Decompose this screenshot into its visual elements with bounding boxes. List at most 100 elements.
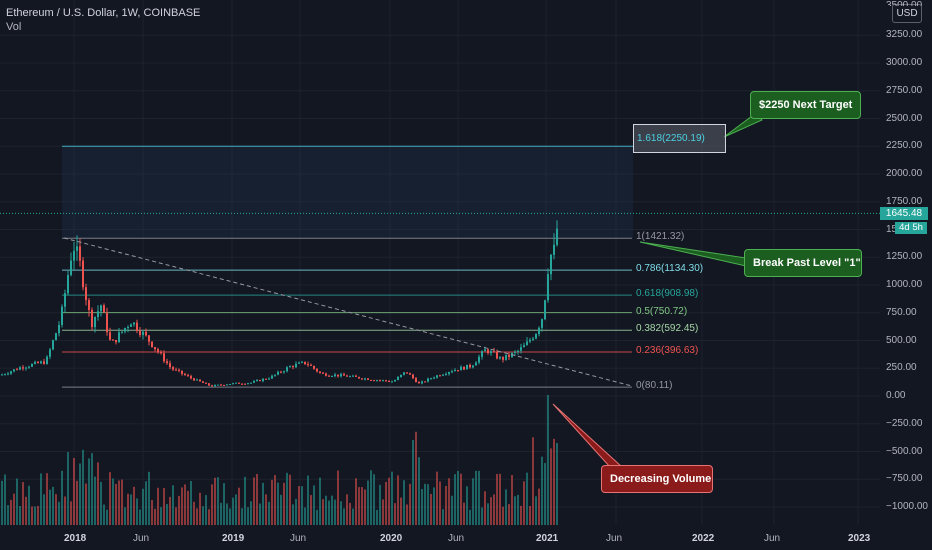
volume-bar bbox=[316, 509, 318, 525]
candle-body bbox=[208, 383, 210, 386]
candle-body bbox=[271, 375, 273, 379]
price-scale-tick: 2250.00 bbox=[886, 140, 923, 152]
time-axis-tick: 2023 bbox=[848, 533, 871, 544]
candle-body bbox=[361, 378, 363, 380]
candle-body bbox=[181, 370, 183, 374]
candle-body bbox=[412, 374, 414, 379]
candle-body bbox=[100, 305, 102, 312]
fib-level-label: 0.236(396.63) bbox=[636, 344, 699, 356]
volume-bar bbox=[184, 484, 186, 525]
candle-body bbox=[229, 384, 231, 386]
candle-body bbox=[151, 341, 153, 348]
volume-bar bbox=[481, 507, 483, 525]
candle-body bbox=[481, 351, 483, 357]
candle-body bbox=[97, 311, 99, 317]
candle-body bbox=[541, 319, 543, 328]
candle-body bbox=[463, 366, 465, 370]
candle-body bbox=[508, 354, 510, 357]
volume-bar bbox=[145, 481, 147, 525]
callout-break-level[interactable]: Break Past Level "1" bbox=[744, 249, 862, 277]
candle-body bbox=[556, 228, 558, 245]
time-axis-tick: Jun bbox=[133, 533, 150, 544]
fib-extension-zone bbox=[62, 146, 633, 239]
candle-body bbox=[499, 357, 501, 359]
volume-bar bbox=[139, 509, 141, 525]
volume-bar bbox=[427, 484, 429, 525]
candle-body bbox=[202, 381, 204, 383]
candle-body bbox=[304, 361, 306, 365]
candle-body bbox=[232, 383, 234, 385]
volume-bar bbox=[265, 494, 267, 525]
candle-body bbox=[409, 373, 411, 375]
candle-body bbox=[493, 351, 495, 353]
callout-next-target[interactable]: $2250 Next Target bbox=[750, 91, 861, 119]
candle-body bbox=[127, 326, 129, 328]
candle-body bbox=[400, 374, 402, 378]
volume-bar bbox=[211, 484, 213, 525]
candle-body bbox=[448, 372, 450, 374]
candle-body bbox=[118, 332, 120, 343]
volume-bar bbox=[520, 505, 522, 525]
candle-body bbox=[169, 363, 171, 368]
candle-body bbox=[526, 341, 528, 346]
currency-selector-button[interactable]: USD bbox=[892, 4, 922, 23]
candle-body bbox=[142, 331, 144, 336]
volume-bar bbox=[490, 497, 492, 525]
volume-bar bbox=[82, 449, 84, 525]
candle-body bbox=[532, 338, 534, 340]
candle-body bbox=[379, 380, 381, 382]
volume-bar bbox=[538, 488, 540, 525]
fib-extension-label: 1.618(2250.19) bbox=[637, 133, 705, 144]
candle-body bbox=[349, 376, 351, 378]
volume-bar bbox=[160, 507, 162, 525]
callout-decreasing-volume[interactable]: Decreasing Volume bbox=[601, 465, 713, 493]
volume-bar bbox=[526, 472, 528, 525]
candle-body bbox=[427, 378, 429, 382]
volume-bar bbox=[283, 482, 285, 525]
candle-body bbox=[334, 374, 336, 377]
volume-bar bbox=[163, 488, 165, 525]
price-scale-tick: 2000.00 bbox=[886, 168, 923, 179]
candle-body bbox=[451, 371, 453, 373]
volume-bar bbox=[193, 501, 195, 525]
volume-bar bbox=[52, 486, 54, 525]
volume-indicator-label[interactable]: Vol bbox=[6, 21, 22, 33]
volume-bar bbox=[388, 477, 390, 525]
symbol-title[interactable]: Ethereum / U.S. Dollar, 1W, COINBASE bbox=[6, 7, 201, 19]
volume-bar bbox=[301, 486, 303, 525]
candle-body bbox=[136, 322, 138, 331]
candle-body bbox=[406, 372, 408, 374]
volume-bar bbox=[406, 504, 408, 525]
volume-bar bbox=[484, 491, 486, 525]
candle-body bbox=[7, 373, 9, 375]
candle-body bbox=[88, 300, 90, 310]
volume-bar bbox=[394, 503, 396, 525]
candle-body bbox=[49, 349, 51, 357]
price-scale-tick: −750.00 bbox=[886, 473, 923, 485]
volume-bar bbox=[67, 452, 69, 525]
volume-bar bbox=[445, 486, 447, 525]
volume-bar bbox=[412, 440, 414, 525]
volume-bar bbox=[109, 472, 111, 525]
volume-bar bbox=[58, 501, 60, 525]
candle-body bbox=[112, 339, 114, 341]
volume-bar bbox=[352, 508, 354, 525]
volume-bar bbox=[157, 487, 159, 525]
candle-body bbox=[196, 379, 198, 381]
candle-body bbox=[139, 330, 141, 336]
volume-bar bbox=[541, 456, 543, 525]
candle-body bbox=[145, 331, 147, 336]
candle-body bbox=[70, 260, 72, 276]
volume-bar bbox=[88, 458, 90, 525]
volume-bar bbox=[10, 499, 12, 525]
volume-bar bbox=[112, 478, 114, 525]
volume-bar bbox=[79, 463, 81, 525]
volume-bar bbox=[415, 431, 417, 525]
volume-bar bbox=[334, 499, 336, 525]
fib-extension-box[interactable]: 1.618(2250.19) bbox=[633, 124, 726, 153]
fib-level-label: 0.382(592.45) bbox=[636, 323, 699, 335]
volume-bar bbox=[241, 508, 243, 525]
volume-bar bbox=[439, 481, 441, 525]
